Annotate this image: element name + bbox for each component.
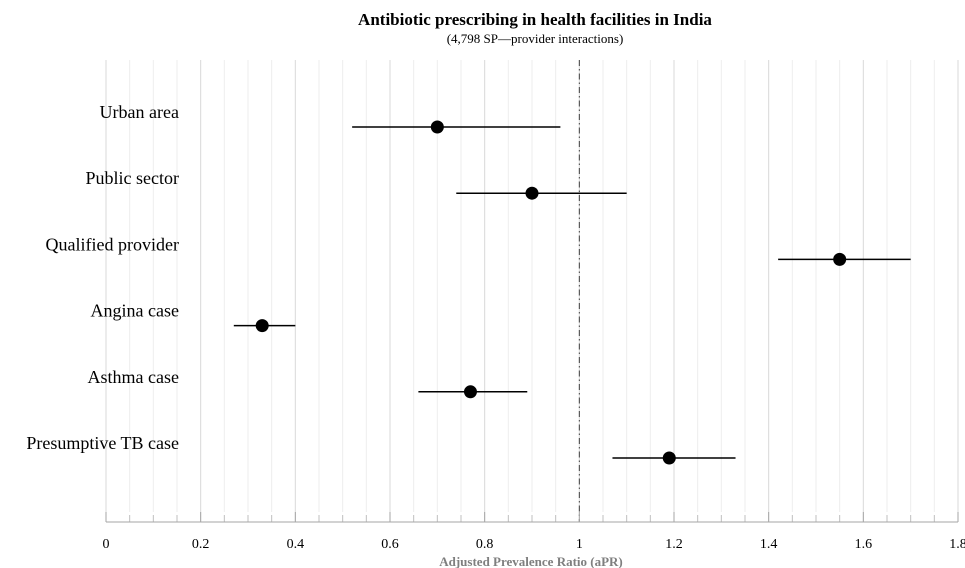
- x-tick-label: 0.6: [381, 537, 399, 552]
- grid-lines: [105, 60, 959, 522]
- data-point: [255, 319, 269, 333]
- data-point: [833, 252, 847, 266]
- category-label: Asthma case: [88, 367, 179, 387]
- category-label: Urban area: [100, 102, 179, 122]
- x-tick-label: 0.8: [476, 537, 494, 552]
- x-tick-label: 0: [103, 537, 110, 552]
- x-tick-label: 1.2: [665, 537, 683, 552]
- data-point: [662, 451, 676, 465]
- x-tick-label: 1.6: [855, 537, 873, 552]
- data-point: [525, 186, 539, 200]
- x-tick-label: 1.8: [949, 537, 965, 552]
- x-tick-label: 1.4: [760, 537, 778, 552]
- x-axis: 0 0.2 0.4 0.6 0.8 1 1.2 1.4 1.6 1.8: [103, 512, 965, 552]
- chart-title: Antibiotic prescribing in health facilit…: [358, 10, 712, 29]
- data-point: [463, 385, 477, 399]
- category-label: Qualified provider: [46, 234, 179, 254]
- x-axis-title: Adjusted Prevalence Ratio (aPR): [439, 554, 623, 568]
- chart-subtitle: (4,798 SP—provider interactions): [447, 31, 624, 46]
- x-tick-label: 1: [576, 537, 583, 552]
- category-label: Presumptive TB case: [26, 433, 179, 453]
- data-point: [430, 120, 444, 134]
- x-tick-label: 0.2: [192, 537, 210, 552]
- category-labels: Urban area Public sector Qualified provide…: [26, 102, 179, 453]
- category-label: Angina case: [91, 301, 179, 321]
- data-marks: [233, 120, 911, 465]
- category-label: Public sector: [86, 168, 179, 188]
- x-tick-label: 0.4: [287, 537, 305, 552]
